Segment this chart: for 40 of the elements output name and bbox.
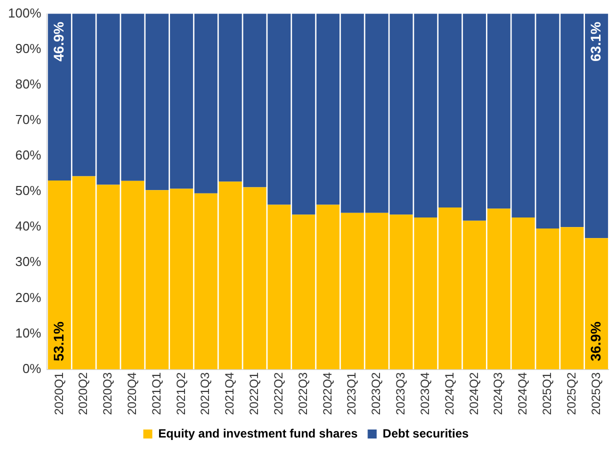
x-tick-label: 2024Q2	[466, 372, 481, 415]
x-tick-label: 2025Q2	[564, 372, 578, 415]
y-tick-label: 70%	[15, 112, 42, 128]
x-tick-label: 2024Q4	[516, 372, 530, 415]
x-tick-label: 2023Q2	[369, 372, 384, 415]
x-tick-label: 2021Q4	[222, 372, 237, 415]
data-label: 46.9%	[50, 21, 66, 62]
x-tick-label: 2025Q1	[540, 372, 554, 415]
legend-label: Equity and investment fund shares	[158, 426, 358, 440]
data-label: 63.1%	[587, 21, 604, 62]
y-tick-label: 100%	[8, 5, 42, 20]
x-tick-label: 2023Q1	[344, 372, 359, 415]
y-tick-label: 20%	[15, 290, 42, 305]
x-tick-label: 2022Q1	[247, 372, 262, 415]
x-tick-label: 2024Q1	[442, 372, 456, 415]
x-tick-label: 2022Q3	[296, 372, 310, 415]
x-tick-label: 2020Q3	[100, 372, 115, 415]
legend-label: Debt securities	[382, 426, 470, 440]
y-tick-label: 50%	[15, 183, 42, 198]
y-tick-label: 30%	[15, 254, 42, 270]
x-tick-label: 2021Q2	[174, 372, 188, 415]
x-tick-label: 2024Q3	[491, 372, 506, 415]
x-tick-label: 2021Q3	[198, 372, 212, 415]
y-tick-label: 60%	[15, 148, 42, 163]
x-tick-label: 2023Q3	[394, 372, 408, 415]
x-tick-label: 2020Q2	[76, 372, 90, 415]
x-tick-label: 2023Q4	[418, 372, 432, 415]
x-tick-label: 2021Q1	[149, 372, 164, 415]
x-tick-label: 2025Q3	[588, 372, 603, 415]
data-label: 53.1%	[50, 321, 66, 362]
x-tick-label: 2020Q4	[125, 372, 140, 415]
y-tick-label: 0%	[22, 360, 42, 376]
y-tick-label: 80%	[15, 76, 42, 92]
y-tick-label: 40%	[15, 218, 42, 234]
data-label: 36.9%	[587, 321, 604, 362]
y-tick-label: 10%	[15, 325, 42, 340]
x-tick-label: 2020Q1	[52, 372, 66, 415]
x-tick-label: 2022Q2	[271, 372, 286, 415]
y-tick-label: 90%	[15, 40, 42, 56]
x-tick-label: 2022Q4	[320, 372, 334, 415]
